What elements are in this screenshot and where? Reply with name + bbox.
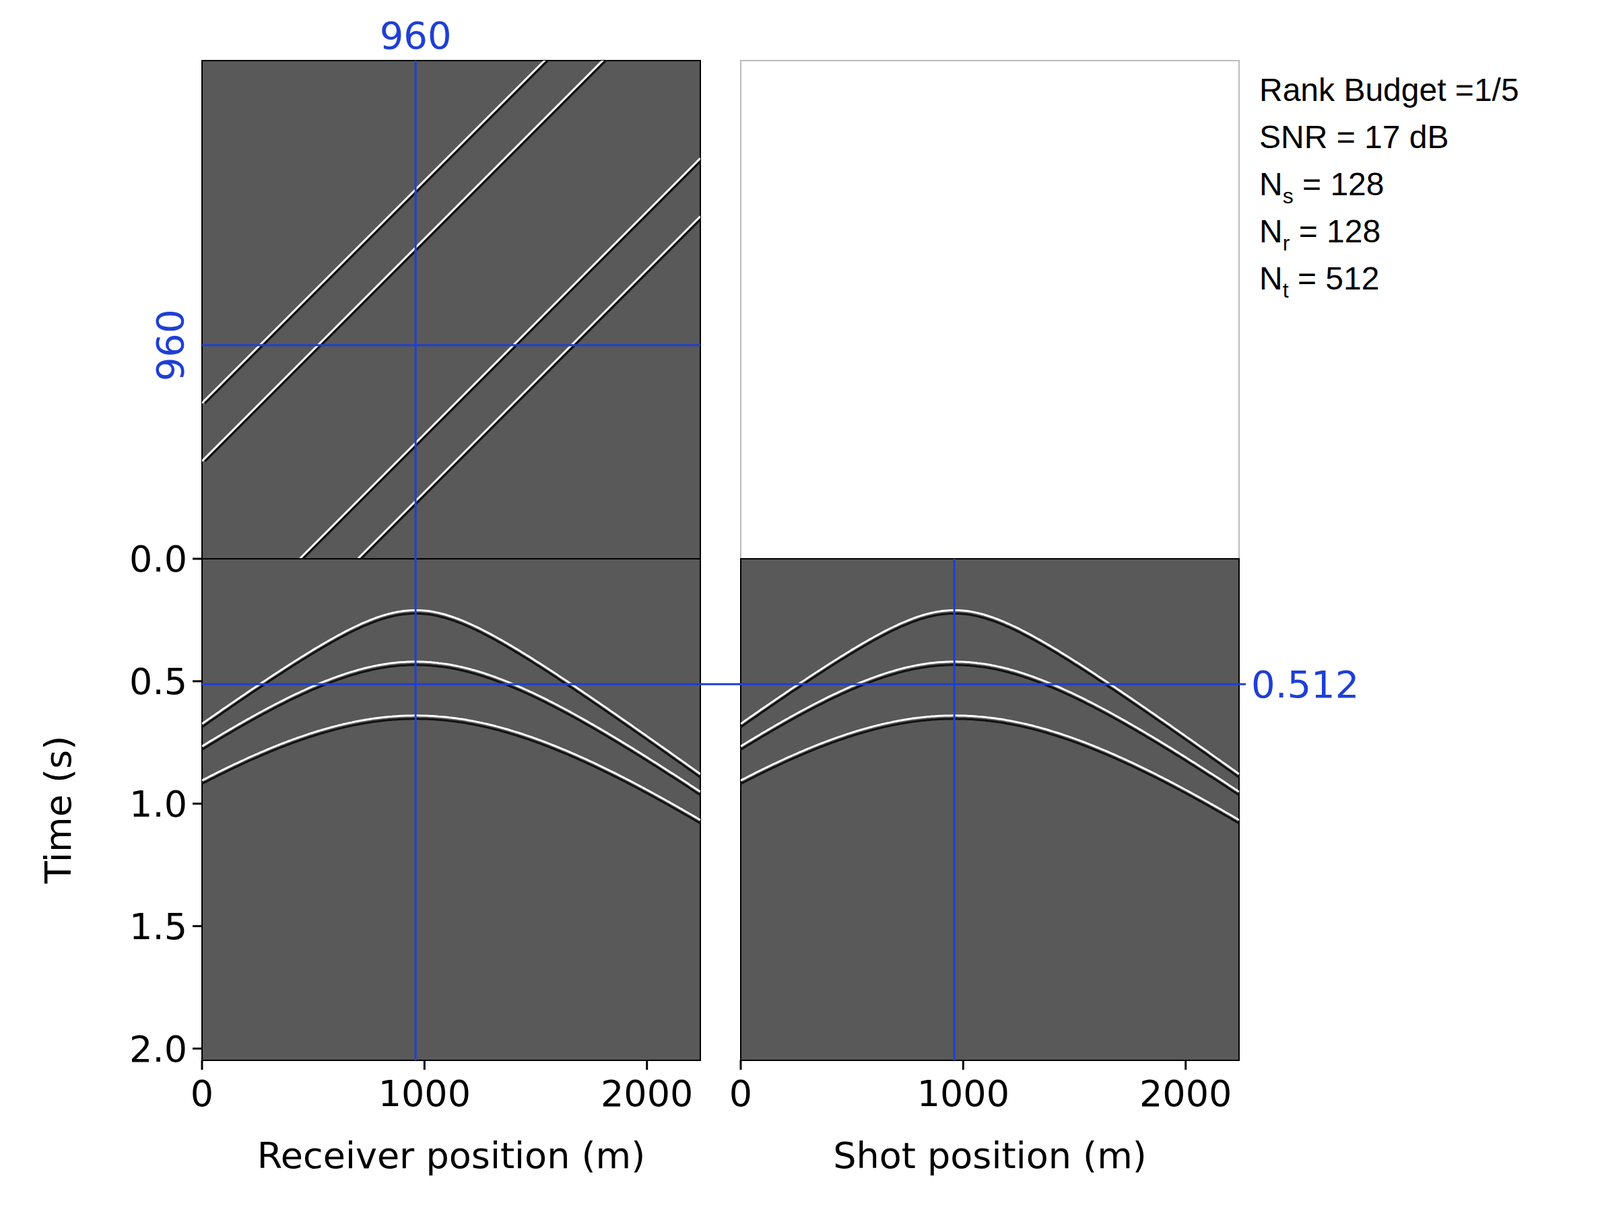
svg-text:1.5: 1.5 xyxy=(129,905,188,949)
svg-text:Nr = 128: Nr = 128 xyxy=(1259,213,1381,256)
svg-text:0: 0 xyxy=(729,1072,753,1116)
svg-text:2.0: 2.0 xyxy=(129,1028,188,1071)
svg-text:1.0: 1.0 xyxy=(129,783,188,826)
svg-text:SNR = 17 dB: SNR = 17 dB xyxy=(1259,119,1449,155)
svg-text:2000: 2000 xyxy=(1139,1072,1232,1116)
svg-text:0.0: 0.0 xyxy=(129,538,188,581)
svg-text:Ns = 128: Ns = 128 xyxy=(1259,166,1384,209)
svg-text:Receiver position (m): Receiver position (m) xyxy=(257,1134,646,1178)
svg-text:960: 960 xyxy=(148,309,192,382)
svg-text:1000: 1000 xyxy=(378,1072,471,1116)
svg-text:1000: 1000 xyxy=(917,1072,1010,1116)
svg-text:2000: 2000 xyxy=(600,1072,693,1116)
svg-text:0.5: 0.5 xyxy=(129,660,188,704)
svg-text:960: 960 xyxy=(379,13,452,58)
svg-text:Shot position (m): Shot position (m) xyxy=(832,1134,1147,1178)
svg-text:Rank Budget =1/5: Rank Budget =1/5 xyxy=(1259,72,1520,108)
svg-text:Time (s): Time (s) xyxy=(37,736,80,885)
svg-text:0.512: 0.512 xyxy=(1251,662,1359,707)
svg-text:Nt = 512: Nt = 512 xyxy=(1259,260,1380,303)
svg-text:0: 0 xyxy=(190,1072,214,1116)
